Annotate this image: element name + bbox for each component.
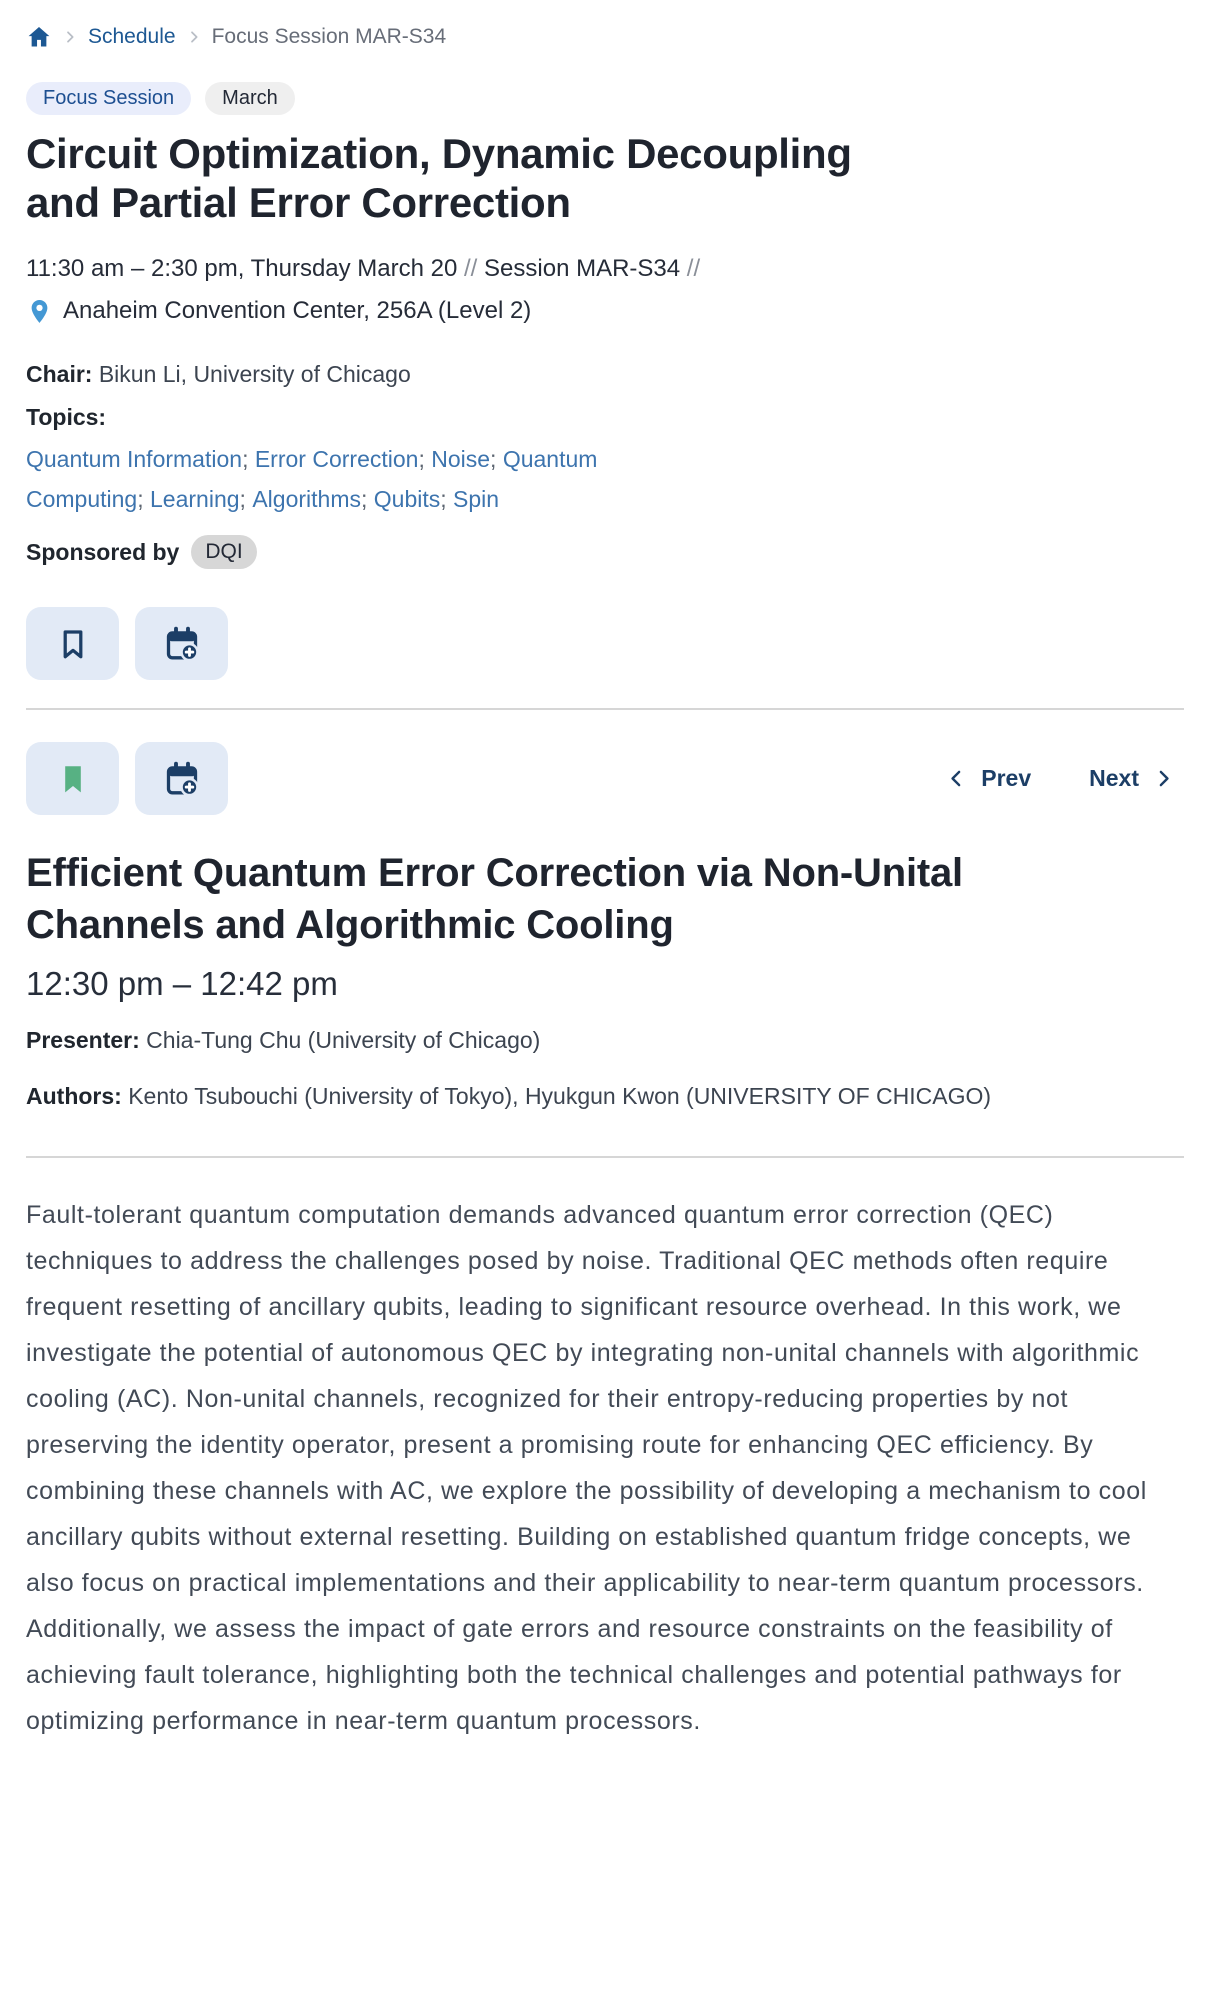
sponsored-label: Sponsored by — [26, 538, 180, 565]
talk-action-row: Prev Next — [26, 742, 1184, 816]
presenter-label: Presenter: — [26, 1027, 140, 1054]
talk-title: Efficient Quantum Error Correction via N… — [26, 851, 963, 948]
chevron-right-icon — [1153, 768, 1174, 789]
session-code: Session MAR-S34 — [484, 255, 681, 283]
talk-actions — [26, 742, 228, 816]
topic-link[interactable]: Algorithms — [252, 486, 373, 512]
chevron-left-icon — [946, 768, 967, 789]
session-type-badge: Focus Session — [26, 82, 192, 115]
calendar-add-icon — [164, 761, 200, 797]
add-talk-to-calendar-button[interactable] — [135, 742, 228, 816]
month-badge: March — [205, 82, 295, 115]
sponsored-line: Sponsored by DQI — [26, 535, 1184, 570]
chair-label: Chair: — [26, 361, 93, 388]
pager: Prev Next — [946, 765, 1174, 792]
divider — [26, 1156, 1184, 1159]
bookmark-filled-icon — [56, 762, 90, 796]
map-pin-icon — [26, 298, 53, 325]
topics-label: Topics: — [26, 404, 107, 431]
chevron-right-icon — [62, 29, 78, 45]
topics-list: Quantum InformationError CorrectionNoise… — [26, 439, 906, 519]
breadcrumb: Schedule Focus Session MAR-S34 — [26, 24, 1184, 50]
chevron-right-icon — [186, 29, 202, 45]
bookmark-talk-button[interactable] — [26, 742, 119, 816]
topic-link[interactable]: Quantum Information — [26, 446, 255, 472]
authors-line: Authors: Kento Tsubouchi (University of … — [26, 1078, 1026, 1114]
topic-link[interactable]: Noise — [431, 446, 503, 472]
location-text: Anaheim Convention Center, 256A (Level 2… — [63, 297, 532, 325]
add-to-calendar-button[interactable] — [135, 607, 228, 681]
session-actions — [26, 607, 1184, 681]
session-time: 11:30 am – 2:30 pm, Thursday March 20 — [26, 255, 458, 283]
chair-value: Bikun Li, University of Chicago — [98, 361, 411, 388]
calendar-add-icon — [164, 626, 200, 662]
topic-link[interactable]: Error Correction — [255, 446, 431, 472]
home-link[interactable] — [26, 24, 52, 50]
abstract-text: Fault-tolerant quantum computation deman… — [26, 1201, 1147, 1736]
next-button[interactable]: Next — [1089, 765, 1174, 792]
chair-line: Chair: Bikun Li, University of Chicago — [26, 361, 1184, 388]
presenter-line: Presenter: Chia-Tung Chu (University of … — [26, 1027, 1184, 1054]
authors-value: Kento Tsubouchi (University of Tokyo), H… — [128, 1083, 992, 1110]
bookmark-icon — [56, 627, 90, 661]
bookmark-session-button[interactable] — [26, 607, 119, 681]
session-time-line: 11:30 am – 2:30 pm, Thursday March 20 //… — [26, 255, 701, 283]
authors-label: Authors: — [26, 1083, 122, 1110]
topic-link[interactable]: Learning — [150, 486, 252, 512]
page-title: Circuit Optimization, Dynamic Decoupling… — [26, 130, 852, 227]
sponsor-badge: DQI — [191, 535, 257, 570]
badge-row: Focus Session March — [26, 82, 1184, 115]
topic-link[interactable]: Qubits — [374, 486, 453, 512]
talk-time: 12:30 pm – 12:42 pm — [26, 965, 338, 1003]
divider — [26, 708, 1184, 711]
home-icon — [26, 24, 52, 50]
topic-link[interactable]: Spin — [453, 486, 500, 513]
prev-button[interactable]: Prev — [946, 765, 1031, 792]
presenter-value: Chia-Tung Chu (University of Chicago) — [146, 1027, 541, 1054]
breadcrumb-current: Focus Session MAR-S34 — [211, 25, 447, 48]
location-line: Anaheim Convention Center, 256A (Level 2… — [26, 297, 1184, 325]
breadcrumb-schedule-link[interactable]: Schedule — [88, 25, 176, 48]
